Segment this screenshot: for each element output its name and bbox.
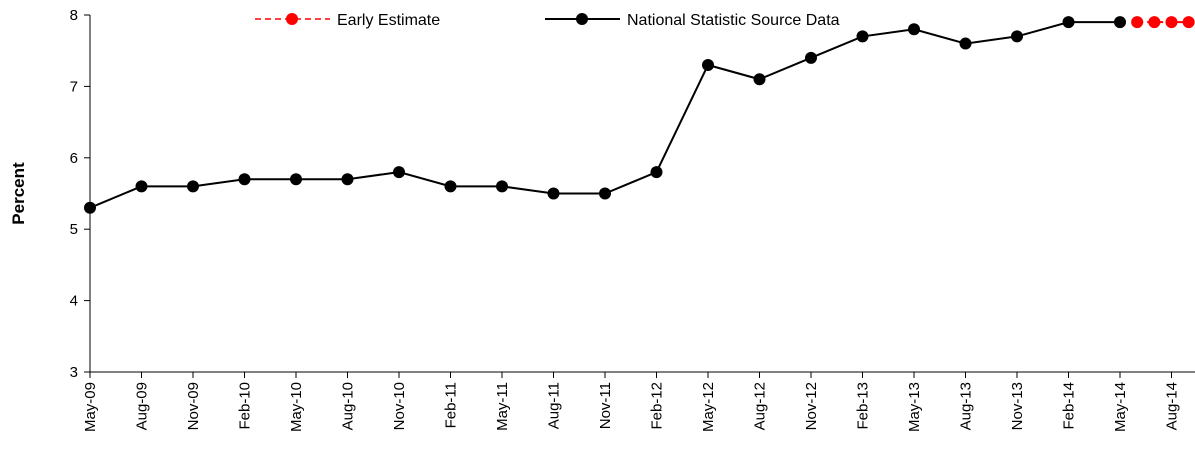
- data-point: [599, 187, 611, 200]
- x-tick-label: Feb-11: [443, 382, 460, 428]
- x-tick-label: Nov-13: [1009, 382, 1026, 430]
- y-axis-ticks: 3 4 5 6 7 8: [70, 7, 90, 381]
- x-tick-label: Nov-09: [185, 382, 202, 430]
- data-point: [1011, 30, 1023, 43]
- data-point: [1114, 16, 1126, 29]
- y-tick-label: 5: [70, 221, 78, 238]
- y-tick-label: 4: [70, 293, 78, 310]
- x-tick-label: Aug-13: [958, 382, 975, 430]
- series-early-estimate: [1131, 16, 1195, 29]
- legend-item-early-estimate: Early Estimate: [255, 12, 440, 29]
- y-axis-title: Percent: [9, 162, 28, 225]
- y-tick-label: 8: [70, 7, 78, 24]
- legend-early-estimate-label: Early Estimate: [337, 12, 440, 29]
- data-point: [341, 173, 354, 186]
- data-point: [1148, 16, 1161, 29]
- x-tick-label: Aug-12: [752, 382, 769, 430]
- data-point: [496, 180, 508, 193]
- data-point: [84, 201, 96, 214]
- data-point: [290, 173, 302, 186]
- legend-item-national-statistic: National Statistic Source Data: [545, 12, 840, 29]
- axes: [89, 15, 1195, 373]
- legend-national-statistic-label: National Statistic Source Data: [627, 12, 840, 29]
- series-national-statistic: [84, 16, 1126, 214]
- data-point: [959, 37, 972, 50]
- data-point: [753, 73, 766, 86]
- data-point: [650, 166, 663, 179]
- data-point: [702, 58, 714, 71]
- x-tick-label: Feb-14: [1061, 382, 1078, 430]
- x-tick-label: Feb-10: [237, 382, 254, 430]
- data-point: [1131, 16, 1144, 29]
- data-point: [1062, 16, 1075, 29]
- data-point: [187, 180, 199, 193]
- x-tick-label: Feb-13: [855, 382, 872, 430]
- x-tick-label: Aug-11: [546, 382, 563, 429]
- x-tick-label: May-09: [82, 382, 99, 432]
- x-tick-label: Nov-10: [391, 382, 408, 430]
- data-point: [805, 51, 817, 64]
- data-point: [1182, 16, 1195, 29]
- x-tick-label: May-10: [288, 382, 305, 432]
- y-tick-label: 3: [70, 364, 78, 381]
- series-layer: [84, 16, 1195, 214]
- x-tick-label: May-11: [494, 382, 511, 431]
- data-point: [135, 180, 148, 193]
- x-tick-label: Aug-14: [1164, 382, 1181, 430]
- data-point: [238, 173, 251, 186]
- data-point: [393, 166, 405, 179]
- x-tick-label: May-14: [1112, 382, 1129, 432]
- x-tick-label: May-13: [906, 382, 923, 432]
- legend-national-statistic-marker: [576, 13, 588, 25]
- x-tick-label: Aug-10: [340, 382, 357, 430]
- legend-early-estimate-marker: [286, 13, 298, 25]
- data-point: [908, 23, 920, 36]
- data-point: [856, 30, 869, 43]
- data-point: [547, 187, 560, 200]
- x-tick-label: Nov-11: [597, 382, 614, 429]
- x-tick-label: Nov-12: [803, 382, 820, 430]
- y-tick-label: 7: [70, 78, 78, 95]
- data-point: [444, 180, 457, 193]
- x-tick-label: Feb-12: [649, 382, 666, 430]
- x-axis-ticks: May-09 Aug-09 Nov-09 Feb-10 May-10 Aug-10 Nov-…: [82, 372, 1181, 432]
- data-point: [1165, 16, 1178, 29]
- legend: Early Estimate National Statistic Source…: [255, 12, 840, 29]
- y-tick-label: 6: [70, 150, 78, 167]
- x-tick-label: May-12: [700, 382, 717, 432]
- x-tick-label: Aug-09: [134, 382, 151, 430]
